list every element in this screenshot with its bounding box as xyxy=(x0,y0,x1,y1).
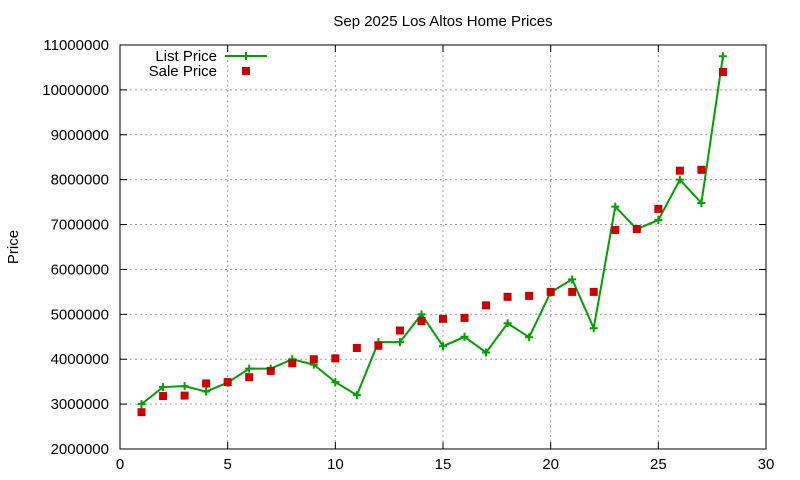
legend: List Price Sale Price xyxy=(149,48,267,80)
y-tick-label: 5000000 xyxy=(51,306,109,323)
chart-title: Sep 2025 Los Altos Home Prices xyxy=(333,13,552,30)
list-price-point xyxy=(395,338,404,347)
list-price-point xyxy=(568,275,577,284)
sale-price-point xyxy=(718,67,727,76)
y-tick-label: 10000000 xyxy=(42,82,109,99)
grid-lines xyxy=(120,45,766,449)
legend-marker-sale-price xyxy=(242,67,250,75)
x-tick-label: 5 xyxy=(223,456,231,473)
sale-price-point xyxy=(503,292,512,301)
sale-price-point xyxy=(331,354,340,363)
x-tick-label: 0 xyxy=(116,456,124,473)
list-price-point xyxy=(503,319,512,328)
list-price-point xyxy=(525,333,534,342)
sale-price-point xyxy=(309,355,318,364)
list-price-point xyxy=(180,382,189,391)
sale-price-point xyxy=(611,225,620,234)
list-price-line xyxy=(140,56,724,405)
list-price-point xyxy=(460,332,469,341)
sale-price-point xyxy=(266,366,275,375)
list-price-point xyxy=(611,202,620,211)
sale-price-point xyxy=(395,326,404,335)
sale-price-point xyxy=(589,287,598,296)
sale-price-point xyxy=(223,378,232,387)
series-layer xyxy=(137,52,727,417)
y-axis-label: Price xyxy=(5,230,22,264)
list-price-point xyxy=(718,52,727,61)
sale-price-point xyxy=(202,379,211,388)
sale-price-point xyxy=(460,313,469,322)
legend-marker-list-price xyxy=(242,52,250,60)
x-tick-label: 15 xyxy=(435,456,452,473)
list-price-point xyxy=(417,310,426,319)
list-price-point xyxy=(675,175,684,184)
sale-price-point xyxy=(546,287,555,296)
y-tick-label: 4000000 xyxy=(51,351,109,368)
y-tick-label: 2000000 xyxy=(51,441,109,458)
sale-price-point xyxy=(180,391,189,400)
sale-price-point xyxy=(482,301,491,310)
y-tick-label: 11000000 xyxy=(43,37,109,54)
series-sale-price xyxy=(137,67,727,417)
sale-price-point xyxy=(288,359,297,368)
y-tick-label: 8000000 xyxy=(51,172,109,189)
list-price-point xyxy=(159,383,168,392)
legend-label-sale-price: Sale Price xyxy=(149,63,217,80)
list-price-point xyxy=(697,199,706,208)
list-price-point xyxy=(654,216,663,225)
sale-price-point xyxy=(697,165,706,174)
list-price-point xyxy=(331,378,340,387)
axis-ticks: 0 5 10 15 20 25 30 2000000 3000000 4000000 5000000… xyxy=(42,37,774,473)
list-price-point xyxy=(482,348,491,357)
legend-label-list-price: List Price xyxy=(155,48,217,65)
list-price-point xyxy=(137,400,146,409)
list-price-point xyxy=(202,387,211,396)
list-price-point xyxy=(245,364,254,373)
sale-price-point xyxy=(675,166,684,175)
sale-price-point xyxy=(159,392,168,401)
sale-price-point xyxy=(654,204,663,213)
x-tick-label: 10 xyxy=(327,456,344,473)
list-price-point xyxy=(439,342,447,351)
sale-price-point xyxy=(417,317,426,326)
x-tick-label: 25 xyxy=(650,456,667,473)
sale-price-point xyxy=(245,373,254,382)
x-tick-label: 30 xyxy=(758,456,775,473)
list-price-point xyxy=(352,391,361,400)
x-tick-label: 20 xyxy=(542,456,559,473)
sale-price-point xyxy=(632,225,641,234)
list-price-point xyxy=(589,324,598,333)
sale-price-point xyxy=(568,287,577,296)
sale-price-point xyxy=(137,408,146,417)
sale-price-point xyxy=(352,344,361,352)
series-list-price xyxy=(137,52,727,409)
sale-price-point xyxy=(374,341,383,350)
y-tick-label: 6000000 xyxy=(51,261,109,278)
y-tick-label: 9000000 xyxy=(51,127,109,144)
y-tick-label: 3000000 xyxy=(51,396,109,413)
sale-price-point xyxy=(439,314,447,323)
y-tick-label: 7000000 xyxy=(51,217,109,234)
sale-price-point xyxy=(525,291,534,300)
